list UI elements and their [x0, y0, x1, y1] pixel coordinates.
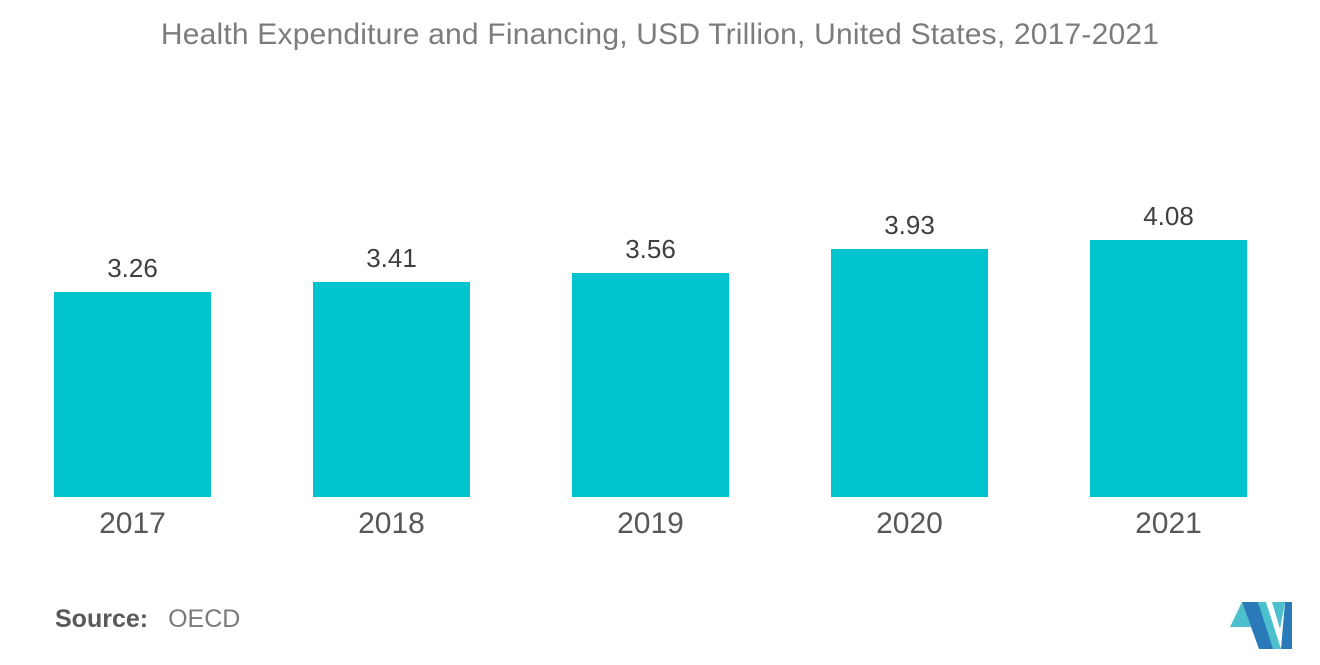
logo-left-teal-triangle: [1230, 602, 1251, 627]
chart-title: Health Expenditure and Financing, USD Tr…: [160, 18, 1160, 51]
bar-value-label-2019: 3.56: [625, 234, 676, 264]
source-label: Source:: [55, 605, 149, 633]
bar-chart: 3.26 2017 3.41 2018 3.56 2019 3.93 2020 4.08 2021: [3, 203, 1298, 539]
bar-value-label-2018: 3.41: [366, 243, 417, 273]
x-tick-label-2020: 2020: [876, 507, 943, 540]
logo-main-blue-diagonal: [1242, 602, 1275, 649]
x-tick-label-2017: 2017: [99, 507, 166, 540]
bar-2017: [54, 292, 211, 497]
logo-mid-teal-diagonal: [1258, 602, 1281, 649]
x-tick-label-2018: 2018: [358, 507, 425, 540]
x-tick-label-2019: 2019: [617, 507, 684, 540]
bar-2020: [831, 249, 988, 497]
x-tick-label-2021: 2021: [1135, 507, 1202, 540]
bar-group-2020: 3.93 2020: [780, 212, 1039, 539]
bar-group-2018: 3.41 2018: [262, 240, 521, 539]
bar-value-label-2017: 3.26: [107, 253, 158, 283]
bar-value-label-2020: 3.93: [884, 210, 935, 240]
bar-2018: [313, 282, 470, 497]
bar-2021: [1090, 240, 1247, 497]
source-note: Source: OECD: [55, 604, 240, 634]
source-value: OECD: [168, 605, 241, 633]
bar-group-2021: 4.08 2021: [1039, 203, 1298, 539]
bar-value-label-2021: 4.08: [1143, 201, 1194, 231]
logo-right-blue-stroke: [1281, 602, 1292, 649]
bar-group-2019: 3.56 2019: [521, 236, 780, 539]
bar-group-2017: 3.26 2017: [3, 240, 262, 539]
mordor-intelligence-logo-icon: [1230, 602, 1292, 650]
logo-right-teal-triangle: [1272, 602, 1285, 629]
bar-2019: [572, 273, 729, 497]
